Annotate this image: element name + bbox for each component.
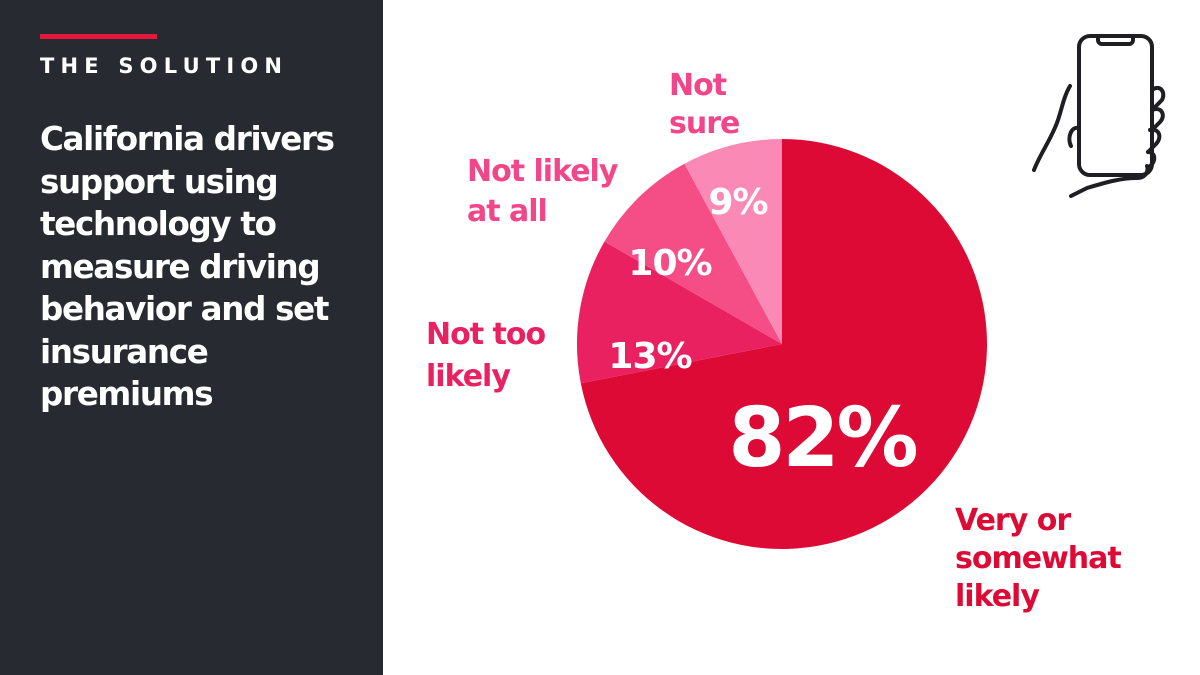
category-label-0: Very or somewhat likely [955, 503, 1121, 614]
pie-slice-2 [604, 163, 782, 344]
category-label-line: likely [426, 359, 511, 394]
pie-slice-3 [684, 139, 782, 344]
value-label-0: 82% [728, 391, 916, 486]
pie-slice-1 [576, 241, 782, 384]
category-label-2: Not likely at all [467, 154, 619, 229]
category-label-3: Not sure [669, 68, 739, 141]
phone-icon [1032, 34, 1166, 198]
category-label-1: Not too likely [426, 317, 545, 394]
pie-slice-0 [580, 139, 987, 550]
value-label-1: 13% [608, 336, 691, 377]
category-label-line: at all [467, 194, 547, 229]
accent-bar [40, 34, 157, 39]
category-label-line: Not too [426, 317, 545, 352]
category-label-line: likely [955, 579, 1040, 614]
headline: California drivers support using technol… [40, 120, 335, 413]
sidebar-panel: THE SOLUTION California drivers support … [0, 0, 383, 675]
pie-slices [576, 139, 987, 550]
category-label-line: somewhat [955, 541, 1121, 576]
category-label-line: sure [669, 106, 739, 141]
pie-value-labels: 82% 13% 10% 9% [608, 182, 919, 486]
section-eyebrow: THE SOLUTION [40, 54, 289, 78]
category-label-line: Very or [955, 503, 1071, 538]
value-label-2: 10% [628, 243, 711, 284]
category-label-line: Not likely [467, 154, 619, 189]
value-label-3: 9% [708, 182, 767, 223]
category-label-line: Not [669, 68, 727, 103]
